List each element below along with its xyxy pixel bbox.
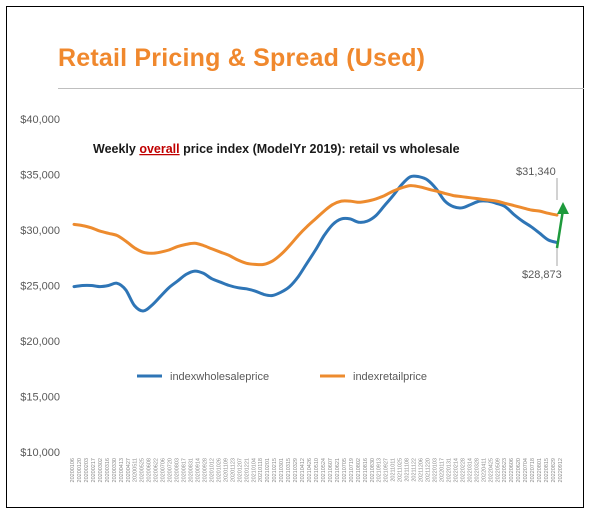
x-tick-label: 20220912 xyxy=(558,458,564,482)
y-tick-label: $35,000 xyxy=(20,170,60,182)
spread-arrow-shaft xyxy=(555,209,565,249)
spread-arrow-head xyxy=(557,202,569,214)
x-tick-label: 20210913 xyxy=(377,458,383,482)
x-tick-label: 20211011 xyxy=(391,458,397,482)
x-tick-label: 20220103 xyxy=(433,458,439,482)
x-tick-label: 20210607 xyxy=(328,458,334,482)
y-tick-label: $20,000 xyxy=(20,336,60,348)
x-tick-label: 20200706 xyxy=(161,458,167,482)
x-tick-label: 20200608 xyxy=(147,458,153,482)
x-tick-label: 20210719 xyxy=(349,458,355,482)
x-tick-label: 20220829 xyxy=(551,458,557,482)
x-tick-label: 20201221 xyxy=(244,458,250,482)
x-tick-label: 20220228 xyxy=(460,458,466,482)
x-tick-label: 20211206 xyxy=(419,458,425,482)
x-tick-label: 20210830 xyxy=(370,458,376,482)
x-tick-label: 20211220 xyxy=(426,458,432,482)
x-tick-label: 20220704 xyxy=(523,458,529,482)
slide-title: Retail Pricing & Spread (Used) xyxy=(58,44,426,72)
x-tick-label: 20200525 xyxy=(140,458,146,482)
x-tick-label: 20211108 xyxy=(405,458,411,482)
chart-title-part-1: Weekly xyxy=(93,142,139,156)
x-tick-label: 20210329 xyxy=(293,458,299,482)
x-tick-label: 20200203 xyxy=(84,458,90,482)
x-tick-label: 20200817 xyxy=(182,458,188,482)
x-tick-label: 20201012 xyxy=(209,458,215,482)
x-tick-label: 20200217 xyxy=(91,458,97,482)
retail-last-value-label: $31,340 xyxy=(516,166,556,178)
x-tick-label: 20210215 xyxy=(272,458,278,482)
x-tick-label: 20220425 xyxy=(488,458,494,482)
x-tick-label: 20200302 xyxy=(98,458,104,482)
x-tick-label: 20200106 xyxy=(70,458,76,482)
x-tick-label: 20200831 xyxy=(189,458,195,482)
x-tick-label: 20200720 xyxy=(168,458,174,482)
chart-title-emphasis: overall xyxy=(139,142,179,156)
x-tick-label: 20210524 xyxy=(321,458,327,482)
x-tick-label: 20220815 xyxy=(544,458,550,482)
chart-title: Weekly overall price index (ModelYr 2019… xyxy=(93,142,460,156)
x-tick-label: 20220801 xyxy=(537,458,543,482)
x-tick-label: 20210412 xyxy=(300,458,306,482)
x-tick-label: 20200413 xyxy=(119,458,125,482)
annotations: $31,340 $28,873 xyxy=(516,166,569,281)
x-tick-label: 20220509 xyxy=(495,458,501,482)
x-tick-label: 20211025 xyxy=(398,458,404,482)
y-tick-label: $30,000 xyxy=(20,225,60,237)
x-tick-label: 20200330 xyxy=(112,458,118,482)
y-tick-label: $25,000 xyxy=(20,281,60,293)
x-tick-label: 20210118 xyxy=(258,458,264,482)
x-tick-label: 20210705 xyxy=(342,458,348,482)
x-tick-label: 20201109 xyxy=(223,458,229,482)
x-tick-label: 20200120 xyxy=(77,458,83,482)
x-tick-label: 20201207 xyxy=(237,458,243,482)
x-tick-label: 20210301 xyxy=(279,458,285,482)
x-tick-label: 20210201 xyxy=(265,458,271,482)
x-tick-label: 20210621 xyxy=(335,458,341,482)
x-tick-label: 20210104 xyxy=(251,458,257,482)
slide-frame xyxy=(6,6,584,508)
y-tick-label: $15,000 xyxy=(20,392,60,404)
x-tick-label: 20200316 xyxy=(105,458,111,482)
series-line-indexwholesaleprice xyxy=(72,174,559,313)
x-tick-label: 20220131 xyxy=(446,458,452,482)
x-tick-label: 20220620 xyxy=(516,458,522,482)
x-tick-label: 20200914 xyxy=(195,458,201,482)
x-tick-label: 20220117 xyxy=(439,458,445,482)
x-tick-label: 20200928 xyxy=(202,458,208,482)
x-tick-label: 20200511 xyxy=(133,458,139,482)
chart-title-part-3: price index (ModelYr 2019): retail vs wh… xyxy=(180,142,460,156)
series-line-indexretailprice xyxy=(72,184,559,267)
x-tick-label: 20210816 xyxy=(363,458,369,482)
y-axis: $10,000 $15,000 $20,000 $25,000 $30,000 $35,0… xyxy=(20,114,60,459)
x-tick-label: 20220328 xyxy=(474,458,480,482)
x-tick-label: 20200803 xyxy=(175,458,181,482)
x-tick-label: 20210510 xyxy=(314,458,320,482)
x-tick-label: 20211122 xyxy=(412,458,418,482)
x-tick-label: 20201026 xyxy=(216,458,222,482)
x-axis: 20200106 20200120 20200203 20200217 20200302… xyxy=(70,458,564,482)
x-tick-label: 20200427 xyxy=(126,458,132,482)
y-tick-label: $10,000 xyxy=(20,447,60,459)
x-tick-label: 20210802 xyxy=(356,458,362,482)
title-divider xyxy=(58,88,584,89)
y-tick-label: $40,000 xyxy=(20,114,60,126)
x-tick-label: 20210927 xyxy=(384,458,390,482)
x-tick-label: 20220411 xyxy=(481,458,487,482)
legend: indexwholesaleprice indexretailprice xyxy=(137,371,427,383)
x-tick-label: 20220523 xyxy=(502,458,508,482)
x-tick-label: 20210315 xyxy=(286,458,292,482)
legend-label-wholesale: indexwholesaleprice xyxy=(170,371,269,383)
x-tick-label: 20220214 xyxy=(453,458,459,482)
series-layer xyxy=(72,174,559,313)
legend-label-retail: indexretailprice xyxy=(353,371,427,383)
x-tick-label: 20220718 xyxy=(530,458,536,482)
x-tick-label: 20220606 xyxy=(509,458,515,482)
wholesale-last-value-label: $28,873 xyxy=(522,269,562,281)
x-tick-label: 20220314 xyxy=(467,458,473,482)
x-tick-label: 20200622 xyxy=(154,458,160,482)
x-tick-label: 20201123 xyxy=(230,458,236,482)
x-tick-label: 20210426 xyxy=(307,458,313,482)
